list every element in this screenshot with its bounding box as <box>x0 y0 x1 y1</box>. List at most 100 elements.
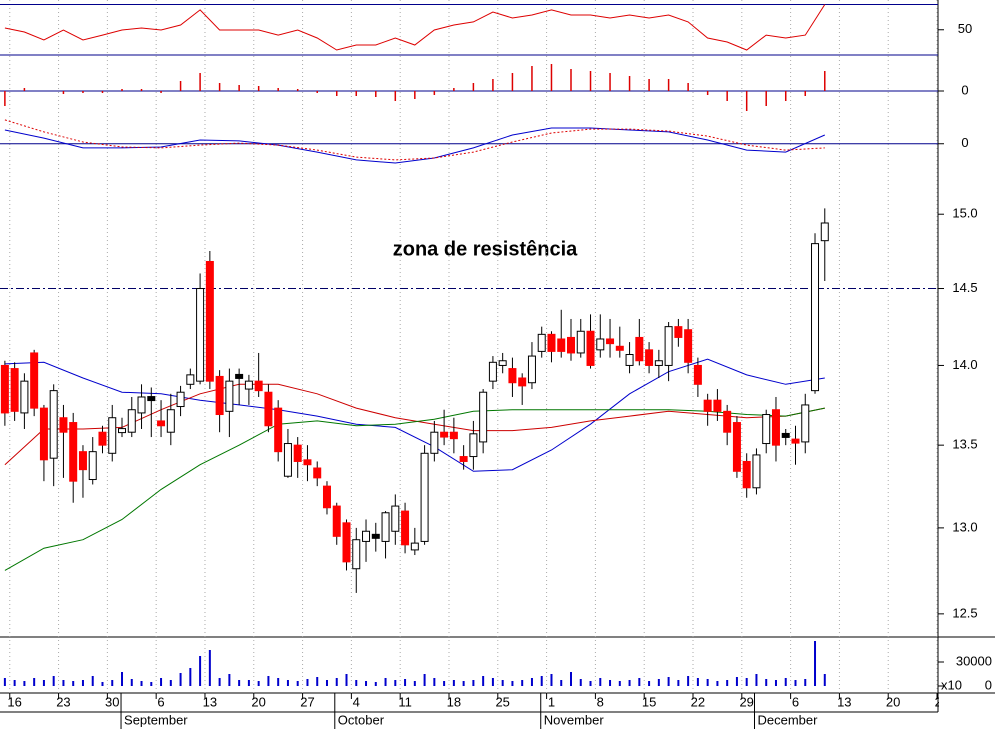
volume-bar <box>677 680 680 686</box>
x-tick-label: 6 <box>157 694 164 709</box>
x-tick-label: 4 <box>353 694 360 709</box>
month-label: December <box>757 712 818 727</box>
volume-bar <box>814 641 817 686</box>
y-tick-label: 15.0 <box>952 206 977 221</box>
volume-bar <box>755 674 758 686</box>
histogram-bar <box>121 89 123 91</box>
candle-body <box>732 422 741 472</box>
volume-bar <box>560 680 563 686</box>
volume-bar <box>589 681 592 686</box>
volume-bar <box>765 679 768 686</box>
volume-bar <box>794 680 797 686</box>
volume-bar <box>325 680 328 686</box>
volume-bar <box>140 681 143 686</box>
volume-bar <box>101 682 104 686</box>
histogram-bar <box>784 91 787 101</box>
candle-body <box>449 431 458 440</box>
candle-body <box>527 355 536 384</box>
candle-body <box>293 444 302 462</box>
volume-bar <box>482 676 485 686</box>
volume-bar <box>521 680 524 686</box>
histogram-bar <box>199 73 201 91</box>
histogram-bar <box>277 88 279 91</box>
volume-bar <box>277 678 280 686</box>
volume-bar <box>23 681 26 686</box>
x-tick-label: 18 <box>447 694 461 709</box>
candle-body <box>205 260 214 382</box>
candle-body <box>518 377 527 387</box>
y-tick-label: 14.0 <box>952 357 977 372</box>
volume-bar <box>501 680 504 686</box>
candle-body <box>69 422 78 482</box>
candle-body <box>693 364 702 385</box>
candle-body <box>20 380 29 414</box>
histogram-bar <box>238 85 240 91</box>
candle-body <box>254 380 263 392</box>
y-tick-label: 30000 <box>956 653 992 668</box>
candle-body <box>606 338 615 345</box>
volume-bar <box>550 674 553 686</box>
candle-body <box>235 373 244 379</box>
candle-body <box>645 349 654 366</box>
volume-bar <box>667 677 670 686</box>
x-tick-label: 13 <box>837 694 851 709</box>
candle-body <box>264 391 273 427</box>
histogram-bar <box>101 91 104 93</box>
candle-body <box>176 391 185 408</box>
histogram-bar <box>23 88 26 91</box>
volume-bar <box>130 679 133 686</box>
candle-body <box>742 460 751 489</box>
volume-bar <box>306 679 309 686</box>
volume-bar <box>228 674 231 686</box>
candle-body <box>225 380 234 412</box>
histogram-bar <box>706 91 709 95</box>
volume-bar <box>247 680 250 686</box>
candle-body <box>59 417 68 433</box>
histogram-bar <box>609 73 611 91</box>
histogram-bar <box>4 91 6 106</box>
histogram-bar <box>453 88 455 91</box>
histogram-bar <box>745 91 748 111</box>
volume-bar <box>687 676 690 686</box>
candle-body <box>586 330 595 366</box>
candle-body <box>88 451 97 481</box>
volume-bar <box>394 680 397 686</box>
candle-body <box>713 399 722 412</box>
histogram-bar <box>414 91 416 99</box>
volume-bar <box>365 681 368 686</box>
candle-body <box>166 409 175 433</box>
x-tick-label: 6 <box>792 694 799 709</box>
candle-body <box>362 530 371 542</box>
histogram-bar <box>218 83 221 91</box>
x-tick-label: 27 <box>300 694 314 709</box>
volume-bar <box>3 678 6 686</box>
candle-body <box>625 354 634 366</box>
volume-bar <box>169 680 172 686</box>
candle-body <box>147 396 156 402</box>
volume-bar <box>384 678 387 686</box>
x-tick-label: 25 <box>495 694 509 709</box>
x-tick-label: 15 <box>642 694 656 709</box>
volume-bar <box>423 674 426 686</box>
volume-bar <box>569 672 572 686</box>
volume-bar <box>726 680 729 686</box>
volume-bar <box>433 678 436 686</box>
histogram-bar <box>472 83 475 91</box>
candle-body <box>635 336 644 362</box>
volume-bar <box>657 679 660 686</box>
candle-body <box>791 438 800 444</box>
candle-body <box>654 360 663 366</box>
y-tick-label: 0 <box>985 677 992 692</box>
candle-body <box>771 409 780 446</box>
y-tick-label: 12.5 <box>952 605 977 620</box>
volume-bar <box>413 681 416 686</box>
volume-bar <box>91 676 94 686</box>
histogram-bar <box>511 73 514 91</box>
histogram-bar <box>335 91 338 96</box>
histogram-bar <box>687 83 689 91</box>
candle-body <box>30 352 39 409</box>
x-tick-label: 27 <box>935 694 949 709</box>
histogram-bar <box>62 91 65 94</box>
histogram-bar <box>628 76 631 91</box>
x-tick-label: 20 <box>251 694 265 709</box>
